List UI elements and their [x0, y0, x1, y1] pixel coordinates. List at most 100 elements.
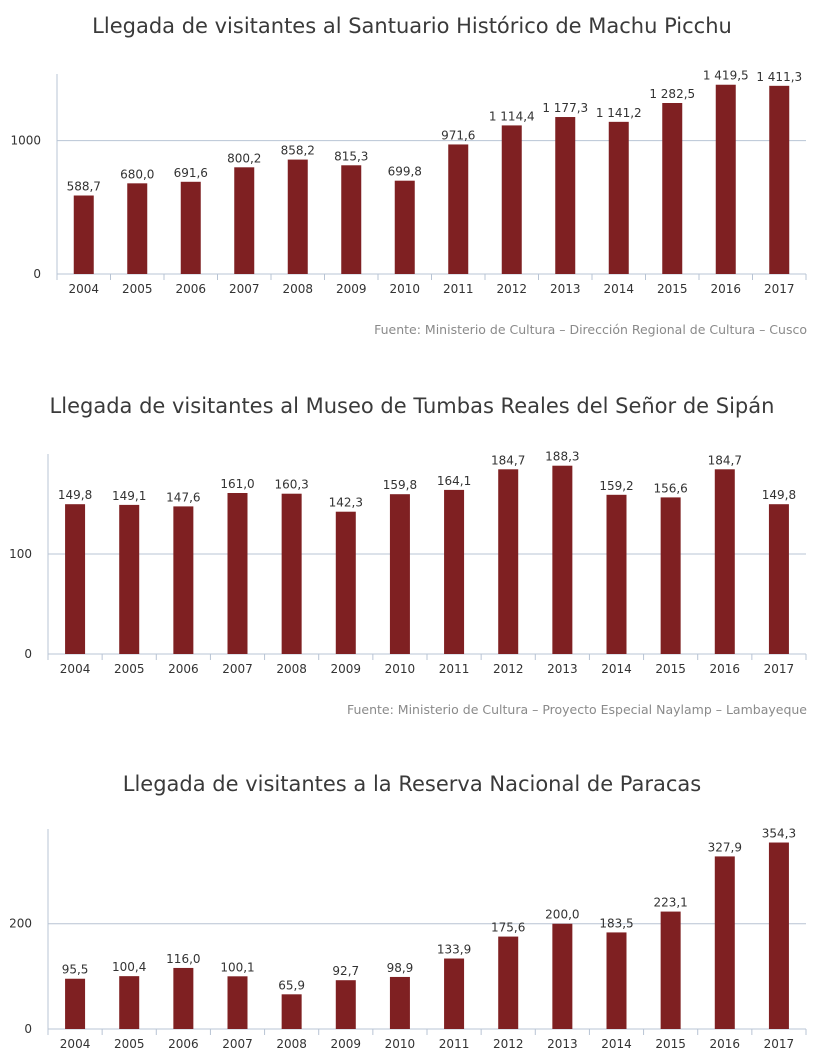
bar-2007	[234, 167, 255, 274]
x-tick-label: 2005	[114, 662, 145, 676]
value-label: 116,0	[166, 952, 200, 966]
value-label: 223,1	[653, 896, 687, 910]
value-label: 1 114,4	[489, 109, 535, 123]
bar-2016	[714, 856, 735, 1029]
x-tick-label: 2015	[655, 662, 686, 676]
x-tick-label: 2010	[385, 662, 416, 676]
value-label: 1 419,5	[703, 69, 749, 83]
x-tick-label: 2014	[601, 1037, 632, 1051]
x-tick-label: 2004	[60, 662, 91, 676]
value-label: 184,7	[491, 453, 525, 467]
value-label: 1 411,3	[756, 70, 802, 84]
bar-2006	[180, 181, 201, 274]
bar-2016	[715, 84, 736, 274]
bar-2017	[768, 504, 789, 654]
bar-2009	[341, 165, 362, 274]
x-tick-label: 2009	[331, 662, 362, 676]
bar-2014	[608, 121, 629, 274]
source-note-sipan: Fuente: Ministerio de Cultura – Proyecto…	[346, 702, 807, 717]
x-tick-label: 2017	[764, 282, 795, 296]
bar-2006	[173, 506, 194, 654]
x-tick-label: 2008	[282, 282, 313, 296]
bar-chart-machu-picchu: 0 1000 588,7 2004 680,0 2005 691,6 2006 800,2 200…	[10, 69, 807, 296]
bar-chart-paracas: 0 200 95,5 2004 100,4 2005 116,0 2006 100,1 2007 6…	[9, 827, 807, 1051]
value-label: 92,7	[332, 964, 359, 978]
bar-chart-sipan: 0 100 149,8 2004 149,1 2005 147,6 2006 161,0 2007…	[9, 450, 807, 676]
bar-2014	[606, 932, 627, 1029]
bar-2014	[606, 494, 627, 654]
x-tick-label: 2005	[122, 282, 153, 296]
value-label: 858,2	[281, 144, 315, 158]
bar-2011	[444, 958, 465, 1029]
bar-2015	[660, 911, 681, 1029]
bar-2004	[65, 978, 86, 1029]
bar-2015	[662, 103, 683, 274]
x-tick-label: 2008	[276, 662, 307, 676]
x-tick-label: 2017	[764, 662, 795, 676]
value-label: 1 141,2	[596, 106, 642, 120]
x-tick-label: 2006	[168, 1037, 199, 1051]
value-label: 95,5	[62, 963, 89, 977]
bar-2006	[173, 967, 194, 1029]
chart-title-sipan: Llegada de visitantes al Museo de Tumbas…	[49, 394, 775, 418]
x-tick-label: 2005	[114, 1037, 145, 1051]
value-label: 1 177,3	[542, 101, 588, 115]
chart-title-machu-picchu: Llegada de visitantes al Santuario Histó…	[92, 14, 732, 38]
value-label: 161,0	[220, 477, 254, 491]
value-label: 815,3	[334, 149, 368, 163]
bar-2010	[389, 494, 410, 654]
value-label: 1 282,5	[649, 87, 695, 101]
bar-2011	[444, 489, 465, 654]
x-tick-label: 2016	[710, 282, 741, 296]
bar-2004	[65, 504, 86, 654]
bar-2016	[714, 469, 735, 654]
source-note-machu-picchu: Fuente: Ministerio de Cultura – Direcció…	[374, 322, 807, 337]
bar-2013	[555, 117, 576, 274]
x-tick-label: 2013	[550, 282, 581, 296]
value-label: 188,3	[545, 450, 579, 464]
x-tick-label: 2013	[547, 1037, 578, 1051]
x-tick-label: 2014	[603, 282, 634, 296]
value-label: 160,3	[274, 478, 308, 492]
x-tick-label: 2009	[336, 282, 367, 296]
bar-2012	[498, 469, 519, 654]
y-tick-label: 0	[33, 267, 41, 281]
x-tick-label: 2007	[222, 662, 253, 676]
x-tick-label: 2006	[175, 282, 206, 296]
x-tick-label: 2009	[331, 1037, 362, 1051]
x-tick-label: 2013	[547, 662, 578, 676]
value-label: 98,9	[387, 961, 414, 975]
bar-2008	[281, 493, 302, 654]
value-label: 183,5	[599, 916, 633, 930]
bar-2012	[501, 125, 522, 274]
value-label: 149,8	[762, 488, 796, 502]
x-tick-label: 2007	[222, 1037, 253, 1051]
value-label: 142,3	[329, 496, 363, 510]
bar-2015	[660, 497, 681, 654]
x-tick-label: 2015	[657, 282, 688, 296]
value-label: 100,4	[112, 960, 146, 974]
value-label: 800,2	[227, 151, 261, 165]
bar-2009	[335, 511, 356, 654]
chart-title-paracas: Llegada de visitantes a la Reserva Nacio…	[122, 772, 702, 796]
value-label: 175,6	[491, 921, 525, 935]
value-label: 133,9	[437, 943, 471, 957]
bar-2010	[394, 180, 415, 274]
bar-2005	[119, 976, 140, 1029]
bar-2007	[227, 493, 248, 654]
bar-2017	[768, 842, 789, 1029]
bar-2013	[552, 923, 573, 1029]
x-tick-label: 2016	[710, 1037, 741, 1051]
value-label: 100,1	[220, 960, 254, 974]
y-tick-label: 100	[9, 547, 32, 561]
y-tick-label: 200	[9, 917, 32, 931]
x-tick-label: 2004	[68, 282, 99, 296]
bar-2013	[552, 465, 573, 654]
value-label: 971,6	[441, 128, 475, 142]
y-tick-label: 1000	[10, 134, 41, 148]
value-label: 159,2	[599, 479, 633, 493]
bar-2009	[335, 980, 356, 1029]
x-tick-label: 2008	[276, 1037, 307, 1051]
bar-2005	[119, 504, 140, 654]
value-label: 65,9	[278, 978, 305, 992]
